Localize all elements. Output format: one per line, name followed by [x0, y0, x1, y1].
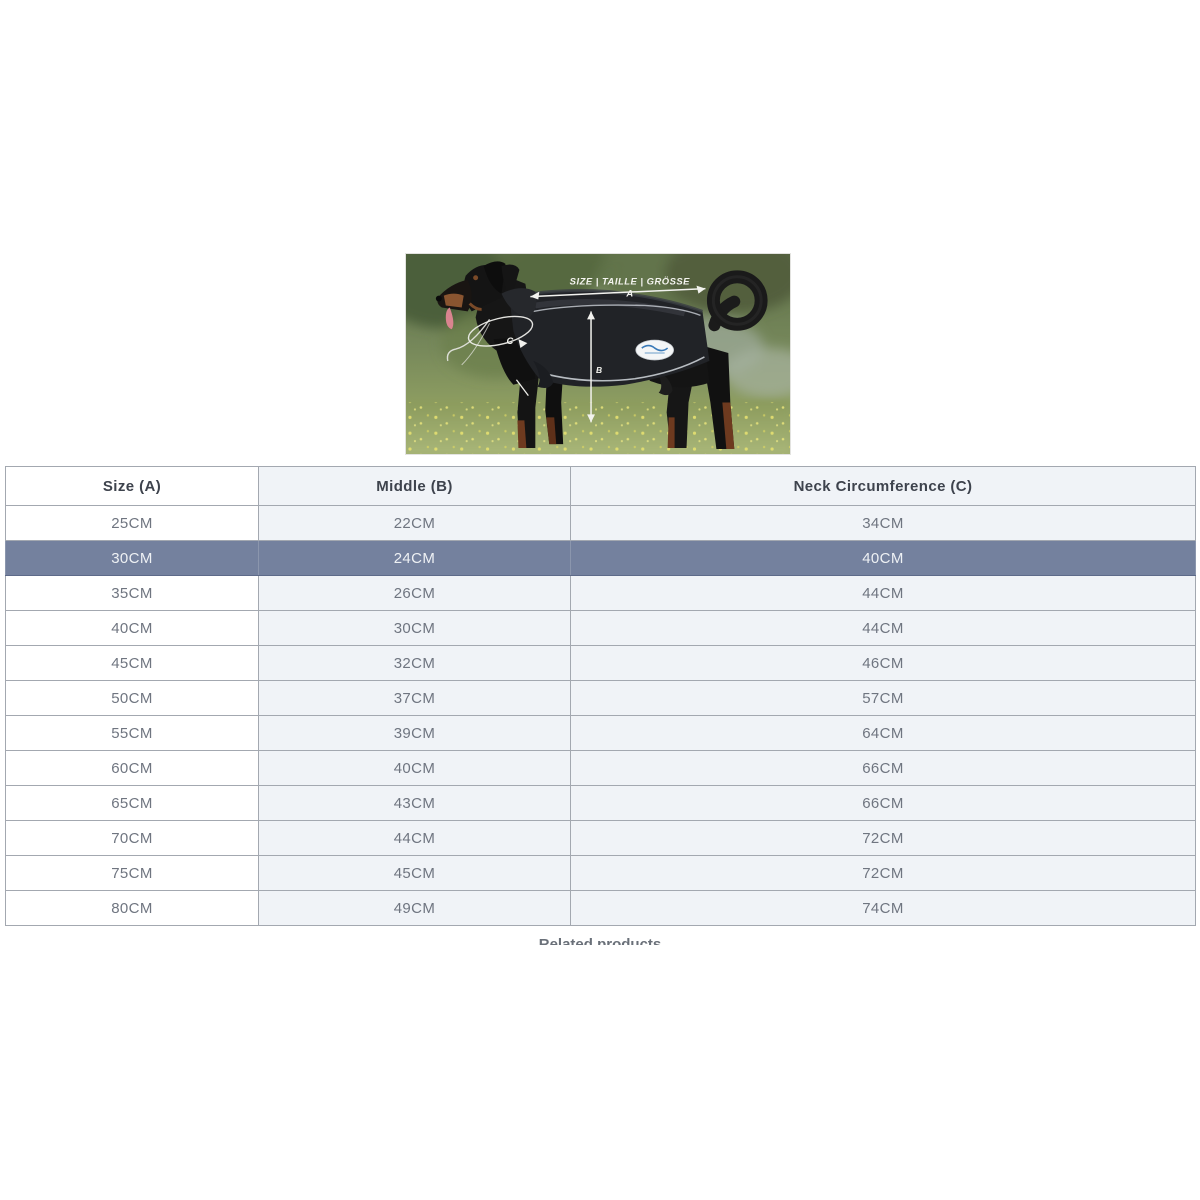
size-chart-section: Size (A) Middle (B) Neck Circumference (…: [5, 466, 1196, 926]
size-cell: 45CM: [5, 645, 259, 681]
strap-line: [515, 379, 529, 396]
middle-cell: 49CM: [258, 890, 571, 926]
table-row: 50CM 37CM 57CM: [5, 680, 1196, 716]
related-products-heading-clipped: Related products: [0, 936, 1200, 945]
table-row: 25CM 22CM 34CM: [5, 505, 1196, 541]
table-row: 70CM 44CM 72CM: [5, 820, 1196, 856]
table-row: 35CM 26CM 44CM: [5, 575, 1196, 611]
size-cell: 35CM: [5, 575, 259, 611]
size-cell: 60CM: [5, 750, 259, 786]
table-row: 65CM 43CM 66CM: [5, 785, 1196, 821]
table-row: 80CM 49CM 74CM: [5, 890, 1196, 926]
table-row: 60CM 40CM 66CM: [5, 750, 1196, 786]
table-row: 75CM 45CM 72CM: [5, 855, 1196, 891]
related-products-heading-text: Related products: [538, 936, 662, 945]
size-cell: 50CM: [5, 680, 259, 716]
middle-cell: 39CM: [258, 715, 571, 751]
table-row: 45CM 32CM 46CM: [5, 645, 1196, 681]
size-cell: 55CM: [5, 715, 259, 751]
neck-cell: 72CM: [570, 820, 1196, 856]
size-cell: 65CM: [5, 785, 259, 821]
table-row: 55CM 39CM 64CM: [5, 715, 1196, 751]
neck-loop-arrowhead: [518, 339, 528, 349]
middle-cell: 24CM: [258, 540, 571, 576]
dog: [435, 261, 768, 450]
size-cell: 30CM: [5, 540, 259, 576]
neck-cell: 74CM: [570, 890, 1196, 926]
size-cell: 40CM: [5, 610, 259, 646]
middle-cell: 37CM: [258, 680, 571, 716]
product-photo-dog-coat: SIZE | TAILLE | GRÖSSE A B C: [405, 253, 791, 455]
brand-logo-badge: [635, 339, 675, 361]
dog-measurement-illustration: SIZE | TAILLE | GRÖSSE A B C: [406, 254, 790, 454]
middle-cell: 43CM: [258, 785, 571, 821]
middle-cell: 32CM: [258, 645, 571, 681]
size-caption-label: SIZE | TAILLE | GRÖSSE: [570, 276, 691, 287]
size-cell: 75CM: [5, 855, 259, 891]
neck-cell: 40CM: [570, 540, 1196, 576]
neck-c-label: C: [506, 335, 513, 346]
size-chart-header-row: Size (A) Middle (B) Neck Circumference (…: [5, 466, 1196, 506]
table-row: 30CM 24CM 40CM: [5, 540, 1196, 576]
neck-cell: 72CM: [570, 855, 1196, 891]
size-cell: 70CM: [5, 820, 259, 856]
middle-cell: 44CM: [258, 820, 571, 856]
neck-cell: 34CM: [570, 505, 1196, 541]
middle-cell: 22CM: [258, 505, 571, 541]
length-arrow: [530, 285, 706, 300]
middle-cell: 30CM: [258, 610, 571, 646]
neck-loop: [467, 315, 534, 347]
back-b-label: B: [596, 365, 602, 375]
size-chart-body: 25CM 22CM 34CM 30CM 24CM 40CM 35CM 26CM …: [5, 505, 1196, 926]
neck-cell: 66CM: [570, 785, 1196, 821]
neck-cell: 64CM: [570, 715, 1196, 751]
column-header-neck: Neck Circumference (C): [570, 466, 1196, 506]
column-header-size: Size (A): [5, 466, 259, 506]
middle-cell: 40CM: [258, 750, 571, 786]
neck-cell: 46CM: [570, 645, 1196, 681]
neck-cell: 44CM: [570, 575, 1196, 611]
neck-cell: 57CM: [570, 680, 1196, 716]
neck-cell: 66CM: [570, 750, 1196, 786]
size-chart-table: Size (A) Middle (B) Neck Circumference (…: [5, 466, 1196, 926]
middle-cell: 45CM: [258, 855, 571, 891]
length-a-label: A: [625, 288, 633, 299]
middle-cell: 26CM: [258, 575, 571, 611]
column-header-middle: Middle (B): [258, 466, 571, 506]
table-row: 40CM 30CM 44CM: [5, 610, 1196, 646]
measurement-annotations: SIZE | TAILLE | GRÖSSE A B C: [467, 276, 706, 423]
neck-cell: 44CM: [570, 610, 1196, 646]
back-arrow: [587, 311, 596, 423]
size-cell: 25CM: [5, 505, 259, 541]
size-cell: 80CM: [5, 890, 259, 926]
